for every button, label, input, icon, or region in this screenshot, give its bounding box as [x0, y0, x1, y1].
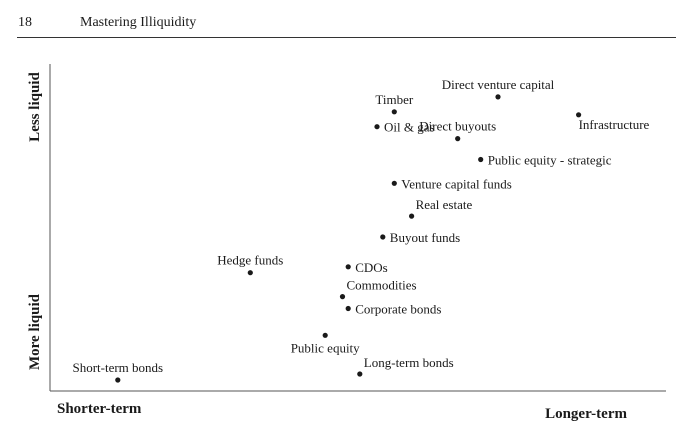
point-label-public-equity-strategic: Public equity - strategic — [488, 153, 612, 168]
point-label-long-term-bonds: Long-term bonds — [364, 355, 454, 370]
x-axis-low-label: Shorter-term — [57, 401, 142, 417]
point-label-commodities: Commodities — [347, 278, 417, 293]
point-corporate-bonds — [345, 305, 351, 312]
point-label-buyout-funds: Buyout funds — [390, 230, 460, 245]
point-direct-buyouts — [455, 136, 461, 142]
point-label-cdos: CDOs — [355, 260, 388, 275]
point-label-short-term-bonds: Short-term bonds — [72, 360, 163, 375]
point-label-oil-gas: Oil & gas — [384, 120, 435, 135]
point-cdos — [345, 264, 351, 270]
point-timber — [391, 109, 397, 115]
point-label-public-equity: Public equity — [291, 340, 360, 355]
point-oil-gas — [374, 124, 380, 130]
page-header: 18 Mastering Illiquidity — [0, 0, 692, 44]
point-label-corporate-bonds: Corporate bonds — [355, 302, 441, 317]
point-long-term-bonds — [357, 371, 363, 377]
point-infrastructure — [576, 112, 582, 118]
point-label-direct-venture-capital: Direct venture capital — [442, 77, 555, 92]
y-axis-high-label: Less liquid — [27, 72, 43, 142]
point-label-venture-capital-funds: Venture capital funds — [401, 176, 511, 191]
point-label-infrastructure: Infrastructure — [579, 117, 650, 132]
point-public-equity — [322, 332, 328, 338]
point-real-estate — [409, 213, 415, 219]
point-venture-capital-funds — [391, 180, 397, 186]
point-hedge-funds — [247, 270, 253, 276]
header-rule — [17, 37, 676, 38]
point-commodities — [339, 294, 346, 300]
running-title: Mastering Illiquidity — [80, 15, 197, 30]
point-label-hedge-funds: Hedge funds — [217, 253, 283, 268]
point-label-timber: Timber — [375, 92, 413, 107]
data-points: Direct venture capital Infrastructure Timb… — [72, 77, 650, 383]
x-axis-high-label: Longer-term — [545, 406, 627, 422]
page-number: 18 — [18, 15, 32, 30]
point-label-real-estate: Real estate — [416, 197, 473, 212]
point-public-equity-strategic — [478, 156, 484, 163]
point-buyout-funds — [380, 234, 386, 240]
point-label-direct-buyouts: Direct buyouts — [419, 119, 496, 134]
y-axis-low-label: More liquid — [27, 293, 43, 370]
point-direct-venture-capital — [495, 94, 501, 100]
point-short-term-bonds — [115, 377, 121, 383]
